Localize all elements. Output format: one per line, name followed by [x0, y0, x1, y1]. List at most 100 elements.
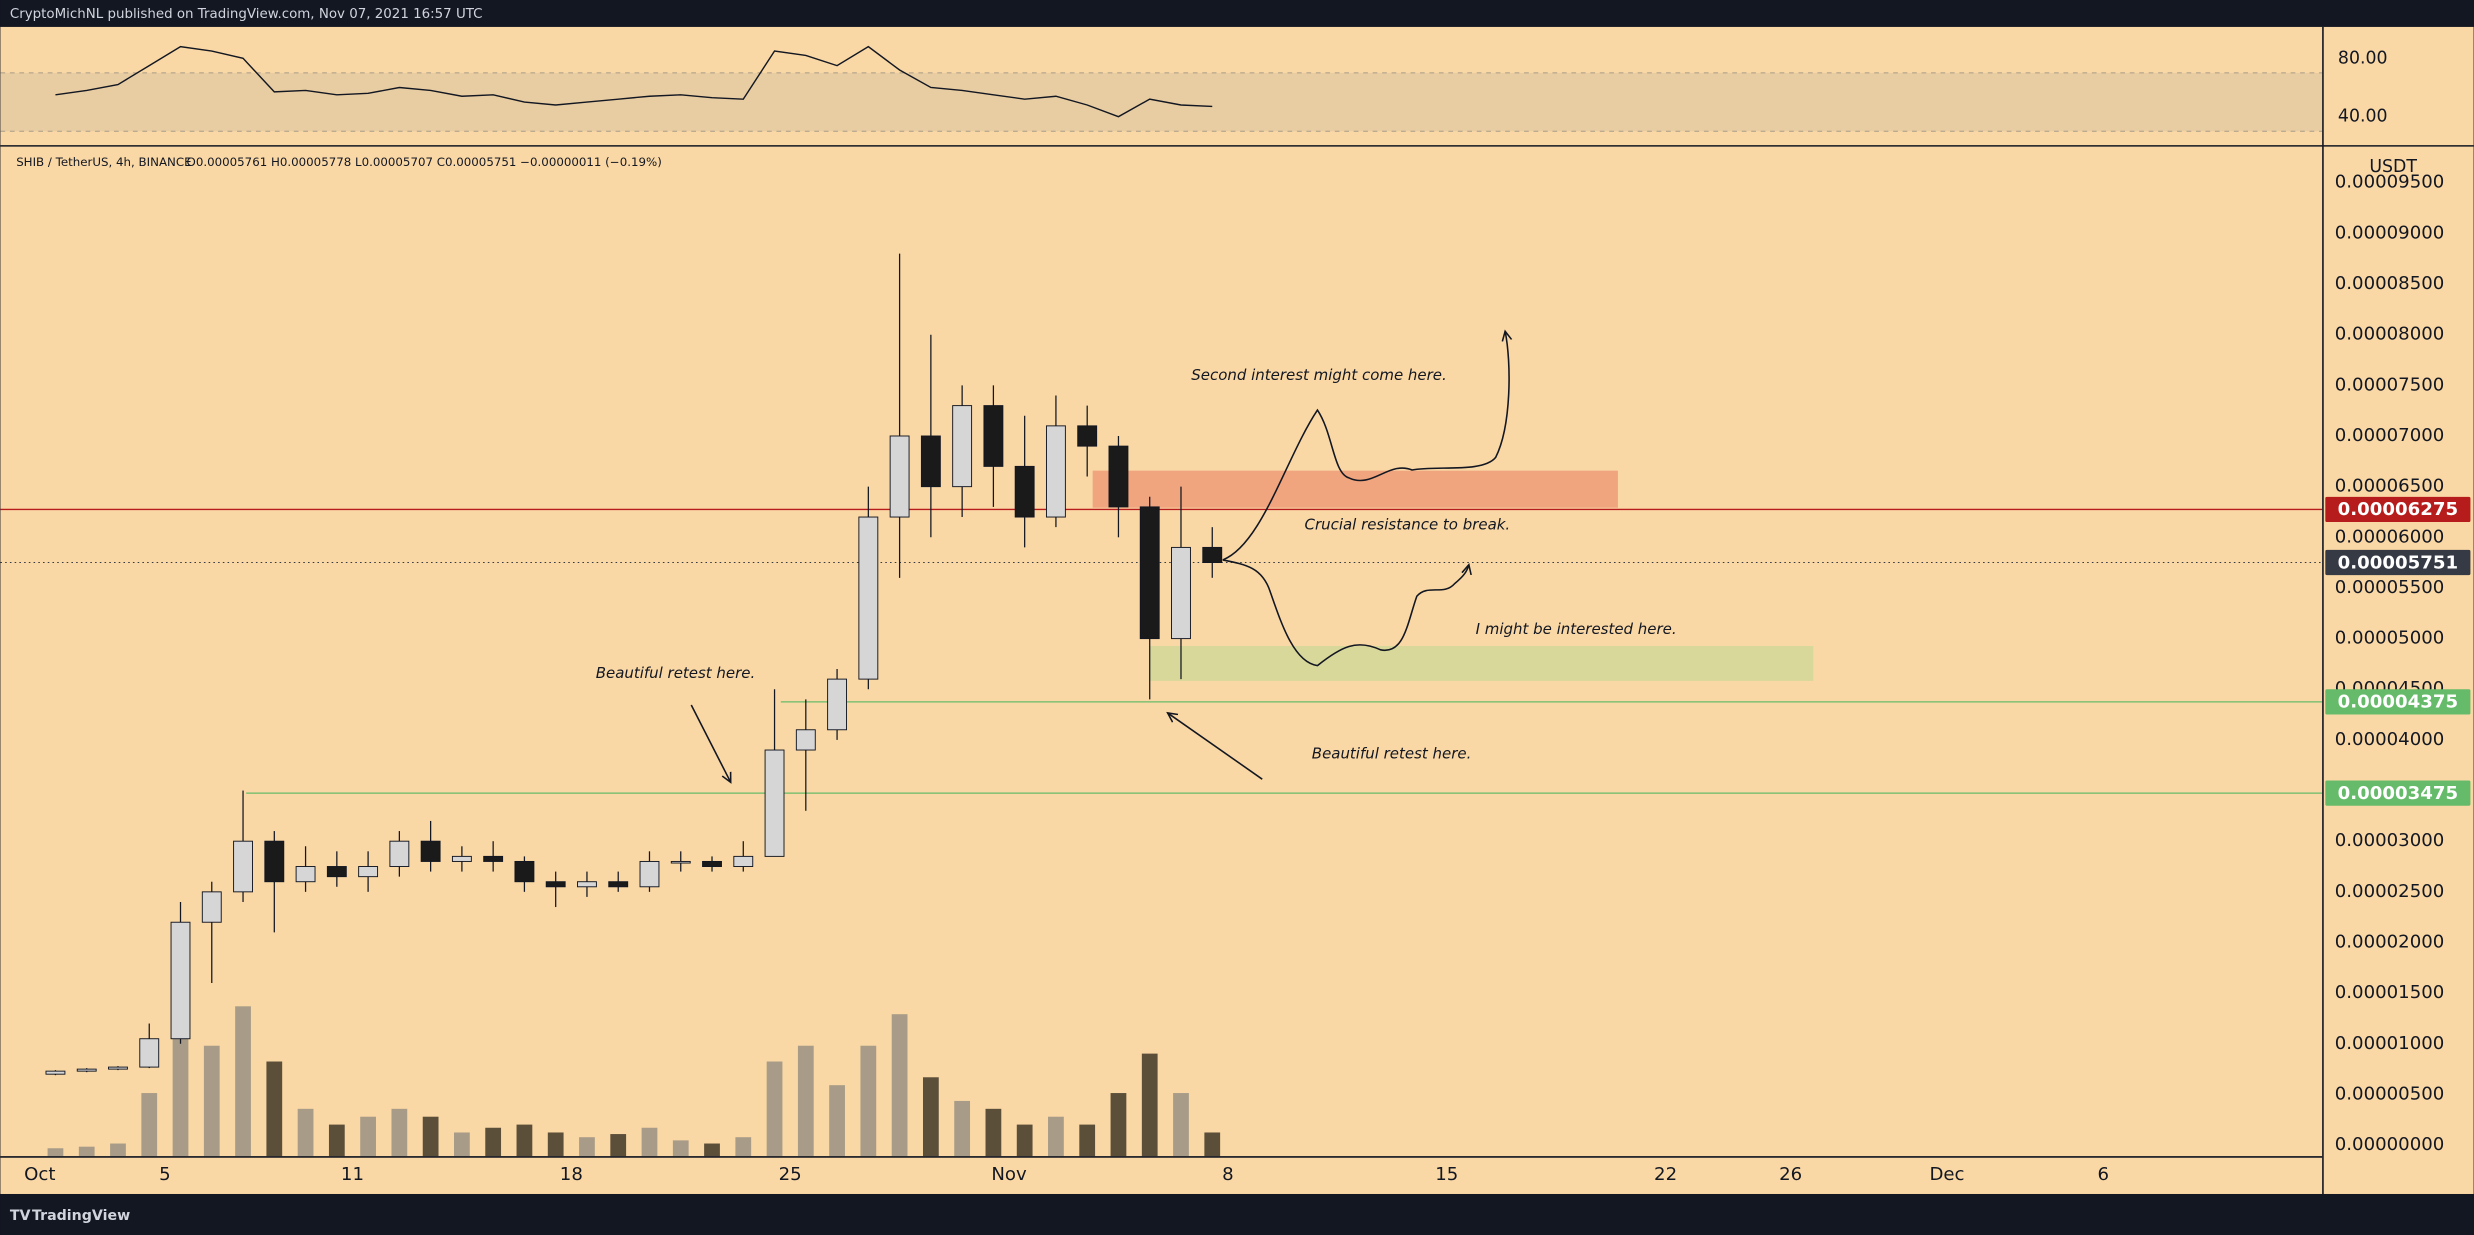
volume-bar	[422, 1116, 439, 1157]
y-tick-label: 0.00000500	[2335, 1083, 2445, 1104]
rsi-tick-label: 40.00	[2338, 107, 2388, 127]
volume-bar	[797, 1045, 814, 1157]
volume-bar	[110, 1143, 126, 1157]
rsi-line	[55, 45, 1213, 118]
volume-bar	[1141, 1053, 1158, 1157]
header-text: CryptoMichNL published on TradingView.co…	[10, 7, 483, 22]
volume-bar	[735, 1137, 752, 1157]
candle-body	[1045, 425, 1066, 518]
volume-bar	[328, 1124, 345, 1157]
footer-bar	[0, 1193, 2474, 1235]
volume-bar	[704, 1143, 720, 1157]
candle-body	[1202, 546, 1223, 563]
candle-body	[827, 678, 848, 731]
annotation: Beautiful retest here.	[1312, 744, 1472, 762]
volume-bar	[235, 1006, 251, 1157]
y-tick-label: 0.00005500	[2335, 577, 2445, 598]
y-tick-label: 0.00001500	[2335, 982, 2445, 1003]
x-tick-label: 22	[1654, 1164, 1677, 1185]
y-tick-label: 0.00005000	[2335, 628, 2445, 649]
volume-bar	[891, 1014, 908, 1157]
candle-body	[45, 1070, 66, 1075]
symbol-legend: SHIB / TetherUS, 4h, BINANCE	[16, 155, 191, 169]
plot-layer: 40.00 80.00 0.00000000 0.00000500 0.00001000…	[0, 45, 2471, 1185]
volume-bar	[1173, 1093, 1189, 1157]
volume-bar	[141, 1093, 158, 1157]
candle-body	[295, 866, 316, 883]
volume-bar	[985, 1108, 1002, 1157]
footer-logo: TradingView	[32, 1208, 130, 1224]
candle-body	[1108, 445, 1129, 508]
axis-background	[2322, 26, 2474, 1194]
volume-bar	[297, 1108, 314, 1157]
price-label: 0.00004375	[2338, 692, 2458, 713]
candle-body	[139, 1038, 160, 1068]
candle-body	[577, 881, 597, 888]
volume-bar	[203, 1045, 220, 1157]
volume-bar	[922, 1077, 939, 1157]
candle-body	[733, 855, 754, 867]
x-tick-label: 6	[2098, 1164, 2110, 1185]
y-tick-label: 0.00001000	[2335, 1033, 2445, 1054]
rsi-band	[0, 72, 2323, 132]
volume-bar	[485, 1127, 502, 1157]
candle-body	[795, 729, 816, 751]
y-tick-label: 0.00004000	[2335, 729, 2445, 750]
candle-body	[639, 860, 660, 888]
volume-bar	[641, 1127, 658, 1157]
candle-body	[233, 840, 253, 893]
candle-body	[764, 749, 785, 857]
x-tick-label: 25	[779, 1164, 802, 1185]
candle-body	[920, 435, 941, 488]
y-tick-label: 0.00007500	[2335, 374, 2445, 395]
price-label-box	[2325, 496, 2471, 523]
axis-unit: USDT	[2369, 157, 2417, 177]
y-tick-label: 0.00006000	[2335, 526, 2445, 547]
volume-bar	[1048, 1116, 1064, 1157]
candle-body	[1077, 425, 1098, 447]
price-label-box	[2325, 549, 2471, 576]
volume-bar	[516, 1124, 533, 1157]
rsi-tick-label: 80.00	[2338, 48, 2388, 68]
candle-body	[264, 840, 285, 883]
zone	[1092, 470, 1618, 508]
y-tick-label: 0.00008000	[2335, 324, 2445, 345]
y-tick-label: 0.00002500	[2335, 881, 2445, 902]
x-tick-label: 18	[560, 1164, 583, 1185]
price-label-box	[2325, 689, 2471, 715]
candle-body	[1014, 465, 1035, 518]
candle-body	[608, 881, 629, 888]
x-tick-label: 11	[341, 1164, 364, 1185]
volume-bar	[47, 1148, 64, 1157]
candle-body	[108, 1066, 128, 1070]
x-tick-label: 26	[1779, 1164, 1802, 1185]
price-label: 0.00005751	[2338, 552, 2458, 573]
volume-bar	[1079, 1124, 1096, 1157]
x-tick-label: Nov	[991, 1164, 1027, 1185]
candle-body	[983, 405, 1004, 467]
annotation: I might be interested here.	[1476, 620, 1677, 638]
x-tick-label: Oct	[24, 1164, 55, 1185]
volume-bar	[610, 1134, 627, 1157]
candle-body	[702, 860, 722, 867]
y-tick-label: 0.00009000	[2335, 222, 2445, 243]
volume-bar	[78, 1146, 95, 1157]
candle-body	[483, 855, 504, 862]
volume-bar	[829, 1085, 845, 1157]
projection-path	[1222, 559, 1469, 667]
volume-bar	[1110, 1093, 1127, 1157]
price-label-box	[2325, 780, 2471, 806]
volume-bar	[266, 1061, 283, 1157]
header-bar	[0, 0, 2474, 27]
candle-body	[952, 405, 973, 488]
y-tick-label: 0.00002000	[2335, 931, 2445, 952]
volume-bar	[1204, 1132, 1221, 1157]
ohlc-legend: O0.00005761 H0.00005778 L0.00005707 C0.0…	[187, 155, 662, 169]
annotation: Second interest might come here.	[1191, 366, 1446, 384]
candle-body	[389, 840, 410, 867]
projection-path	[1222, 331, 1509, 561]
candle-body	[76, 1068, 97, 1072]
candle-body	[514, 860, 535, 883]
